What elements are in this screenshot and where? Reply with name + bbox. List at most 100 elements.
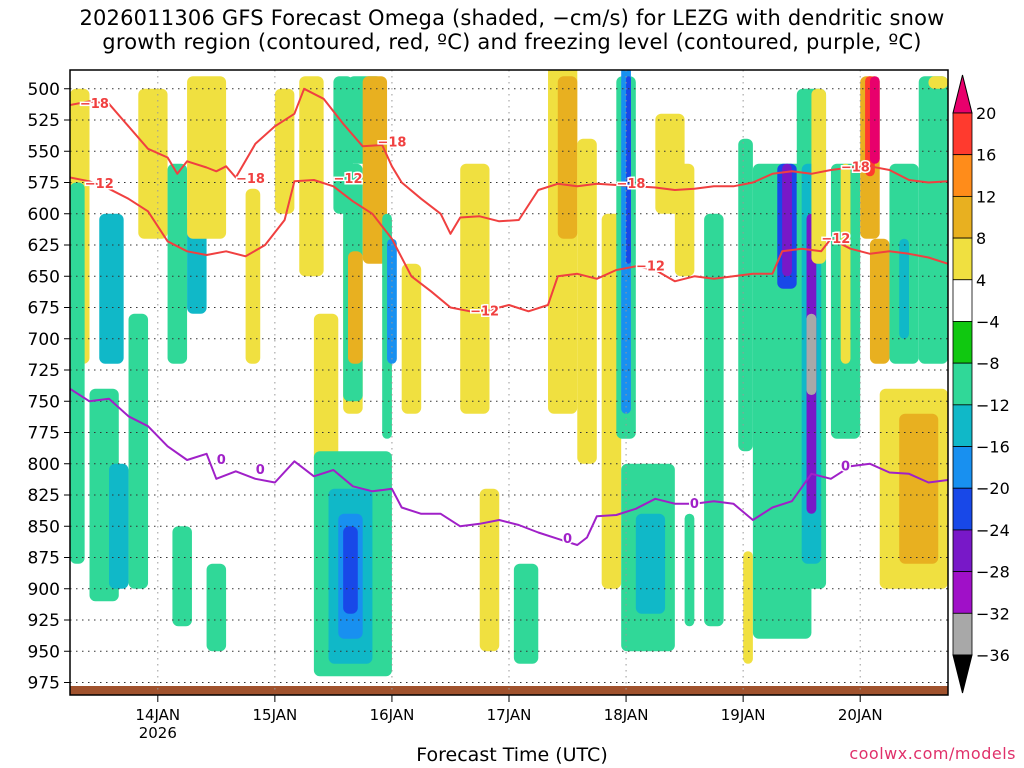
freezing-level-label: 0 bbox=[841, 459, 850, 474]
y-tick-label: 650 bbox=[28, 267, 60, 287]
omega-shade-cell bbox=[840, 163, 851, 364]
colorbar-band bbox=[952, 571, 973, 614]
omega-shade-cell bbox=[313, 313, 339, 464]
omega-shade-cell bbox=[869, 238, 890, 364]
colorbar-label: −24 bbox=[976, 521, 1010, 540]
omega-shade-cell bbox=[274, 88, 295, 214]
colorbar-label: −4 bbox=[976, 312, 1000, 331]
colorbar-band bbox=[952, 154, 973, 197]
omega-shade-cell bbox=[187, 76, 227, 239]
colorbar-band bbox=[952, 321, 973, 364]
freezing-level-contour bbox=[70, 387, 948, 546]
y-tick-label: 550 bbox=[28, 142, 60, 162]
dgz-lower-label: −12 bbox=[821, 232, 850, 247]
omega-shade-cell bbox=[899, 238, 909, 339]
dgz-upper-label: −18 bbox=[80, 97, 109, 112]
colorbar-label: −32 bbox=[976, 604, 1010, 623]
x-tick-label: 14JAN bbox=[135, 706, 180, 724]
chart-title-line1: 2026011306 GFS Forecast Omega (shaded, −… bbox=[79, 6, 945, 30]
omega-shade-cell bbox=[899, 413, 939, 564]
colorbar-band bbox=[952, 237, 973, 281]
omega-shade-cell bbox=[674, 163, 695, 277]
omega-shade-cell bbox=[343, 526, 358, 614]
omega-shade-cell bbox=[577, 138, 597, 464]
colorbar-label: 20 bbox=[976, 104, 996, 123]
y-tick-label: 525 bbox=[28, 111, 60, 131]
colorbar-bottom-arrow bbox=[952, 654, 973, 694]
omega-shade-cell bbox=[99, 213, 124, 364]
colorbar-band bbox=[952, 612, 973, 656]
colorbar-label: −8 bbox=[976, 354, 1000, 373]
colorbar-label: 4 bbox=[976, 271, 986, 290]
colorbar-top-arrow bbox=[952, 74, 973, 114]
dgz-upper-label: −18 bbox=[616, 177, 645, 192]
y-tick-label: 600 bbox=[28, 205, 60, 225]
x-tick-sublabel: 2026 bbox=[139, 724, 177, 742]
colorbar-band bbox=[952, 446, 973, 489]
colorbar-band bbox=[952, 487, 973, 531]
y-tick-label: 575 bbox=[28, 174, 60, 194]
omega-shade-cell bbox=[782, 163, 792, 277]
omega-shade-cell bbox=[362, 76, 388, 264]
x-tick-label: 20JAN bbox=[838, 706, 883, 724]
y-tick-label: 500 bbox=[28, 80, 60, 100]
colorbar-band bbox=[952, 195, 973, 239]
y-tick-label: 675 bbox=[28, 299, 60, 319]
chart-title-line2: growth region (contoured, red, ºC) and f… bbox=[102, 30, 922, 54]
colorbar-label: −28 bbox=[976, 563, 1010, 582]
y-tick-label: 700 bbox=[28, 330, 60, 350]
omega-shade-cell bbox=[513, 563, 539, 664]
omega-shade-cell bbox=[138, 88, 168, 239]
colorbar-band bbox=[952, 404, 973, 447]
dgz-upper-label: −18 bbox=[841, 161, 870, 176]
omega-shade-cell bbox=[704, 213, 724, 627]
dgz-lower-label: −12 bbox=[636, 259, 665, 274]
y-tick-label: 925 bbox=[28, 611, 60, 631]
y-tick-label: 775 bbox=[28, 424, 60, 444]
omega-shade-cell bbox=[387, 238, 397, 364]
freezing-level-label: 0 bbox=[563, 532, 572, 547]
x-tick-label: 19JAN bbox=[721, 706, 766, 724]
colorbar-band bbox=[952, 112, 973, 156]
omega-shade-cell bbox=[928, 76, 948, 89]
x-axis-title: Forecast Time (UTC) bbox=[416, 744, 608, 766]
x-tick-label: 17JAN bbox=[487, 706, 532, 724]
colorbar-label: 12 bbox=[976, 187, 996, 206]
y-tick-label: 950 bbox=[28, 642, 60, 662]
y-tick-label: 850 bbox=[28, 517, 60, 537]
omega-shade-cell bbox=[167, 163, 188, 364]
dgz-lower-label: −12 bbox=[334, 172, 363, 187]
omega-shade-cell bbox=[557, 76, 578, 239]
omega-shade-cell bbox=[806, 313, 817, 395]
colorbar-label: −16 bbox=[976, 438, 1010, 457]
dgz-lower-label: −12 bbox=[85, 177, 114, 192]
y-tick-label: 725 bbox=[28, 361, 60, 381]
x-tick-label: 16JAN bbox=[370, 706, 415, 724]
credit-text: coolwx.com/models bbox=[849, 744, 1016, 763]
y-tick-label: 900 bbox=[28, 580, 60, 600]
colorbar-band bbox=[952, 279, 973, 322]
omega-shade-cell bbox=[401, 263, 422, 414]
y-tick-label: 750 bbox=[28, 392, 60, 412]
omega-shade-cell bbox=[743, 551, 753, 664]
x-tick-label: 15JAN bbox=[252, 706, 297, 724]
y-tick-label: 625 bbox=[28, 236, 60, 256]
dgz-upper-label: −18 bbox=[236, 172, 265, 187]
ground-terrain bbox=[70, 686, 948, 695]
freezing-level-label: 0 bbox=[690, 497, 699, 512]
omega-shade-cell bbox=[206, 563, 227, 652]
freezing-level-label: 0 bbox=[256, 463, 265, 478]
dgz-lower-contour bbox=[70, 176, 948, 313]
y-tick-label: 875 bbox=[28, 549, 60, 569]
colorbar-band bbox=[952, 362, 973, 406]
omega-shade-cell bbox=[460, 163, 490, 414]
omega-shade-cell bbox=[684, 513, 695, 627]
dgz-lower-label: −12 bbox=[470, 304, 499, 319]
omega-shade-cell bbox=[738, 138, 753, 452]
colorbar-label: −12 bbox=[976, 396, 1010, 415]
omega-shade-cell bbox=[626, 76, 631, 264]
omega-shade-cell bbox=[128, 313, 149, 589]
y-tick-label: 825 bbox=[28, 486, 60, 506]
colorbar-label: 16 bbox=[976, 146, 996, 165]
